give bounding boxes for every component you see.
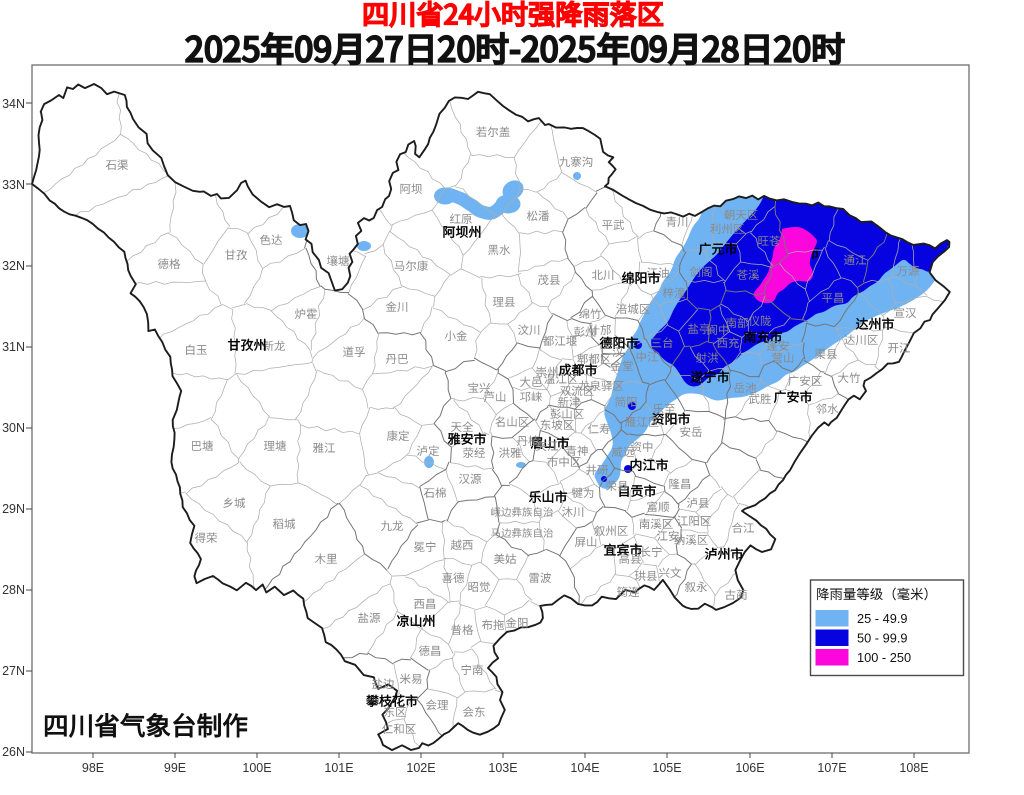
svg-text:107E: 107E xyxy=(817,761,846,775)
svg-text:27N: 27N xyxy=(2,664,25,678)
svg-text:99E: 99E xyxy=(164,761,186,775)
svg-text:30N: 30N xyxy=(2,421,25,435)
svg-text:50 - 99.9: 50 - 99.9 xyxy=(857,631,908,646)
svg-text:32N: 32N xyxy=(2,259,25,273)
svg-text:26N: 26N xyxy=(2,745,25,759)
svg-text:104E: 104E xyxy=(570,761,599,775)
svg-text:100 - 250: 100 - 250 xyxy=(857,650,911,665)
svg-text:25 - 49.9: 25 - 49.9 xyxy=(857,611,908,626)
svg-text:29N: 29N xyxy=(2,502,25,516)
svg-text:103E: 103E xyxy=(488,761,517,775)
svg-text:34N: 34N xyxy=(2,97,25,111)
svg-text:33N: 33N xyxy=(2,178,25,192)
svg-text:100E: 100E xyxy=(242,761,271,775)
svg-text:102E: 102E xyxy=(406,761,435,775)
svg-text:31N: 31N xyxy=(2,340,25,354)
svg-text:101E: 101E xyxy=(324,761,353,775)
svg-text:28N: 28N xyxy=(2,583,25,597)
svg-text:98E: 98E xyxy=(82,761,104,775)
svg-text:105E: 105E xyxy=(652,761,681,775)
svg-text:108E: 108E xyxy=(899,761,928,775)
svg-text:106E: 106E xyxy=(735,761,764,775)
